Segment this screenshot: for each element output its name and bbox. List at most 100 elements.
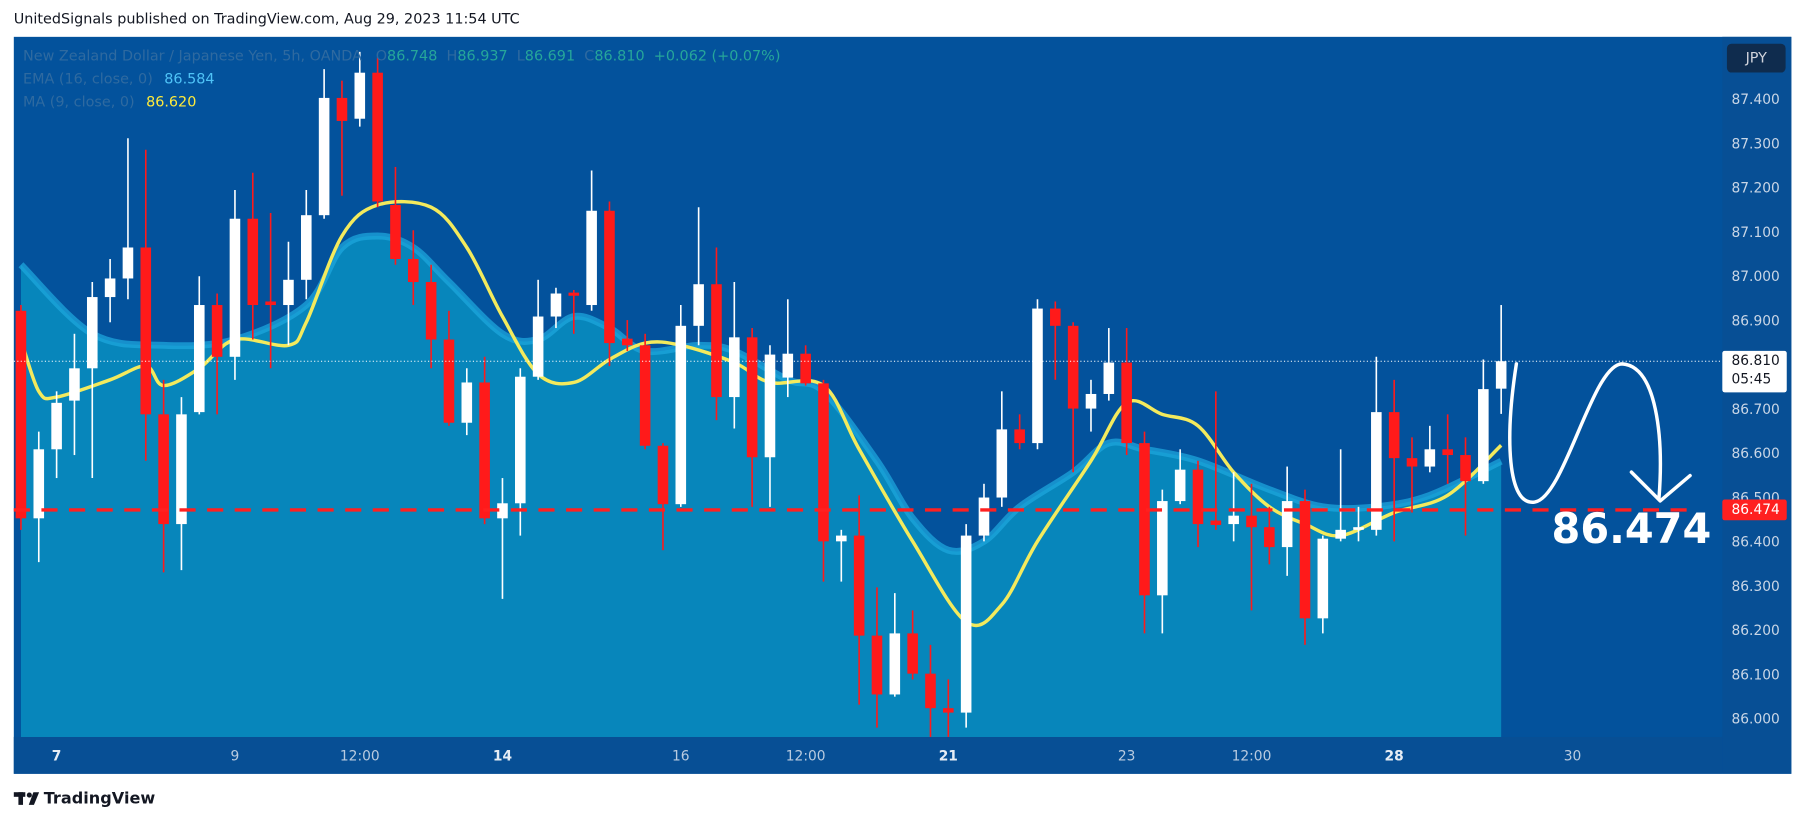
y-tick-label: 86.300: [1732, 579, 1780, 595]
price-box-label: 86.474: [1732, 502, 1780, 518]
candle-body: [318, 97, 330, 216]
candle-body: [943, 708, 954, 713]
candle-body: [657, 445, 669, 505]
x-tick-label: 12:00: [786, 749, 826, 765]
symbol-title: New Zealand Dollar / Japanese Yen, 5h, O…: [23, 48, 362, 64]
candle-body: [354, 72, 366, 119]
candle-body: [300, 215, 312, 280]
candle-body: [604, 210, 615, 344]
x-tick-label: 7: [52, 749, 62, 765]
ma-legend-value: 86.620: [146, 94, 196, 110]
candle-body: [140, 247, 152, 415]
drawn-arrow: [1508, 362, 1663, 504]
ema-legend-name: EMA (16, close, 0): [23, 71, 153, 87]
candle-body: [211, 305, 223, 357]
ohlc-label: O: [376, 48, 387, 64]
x-tick-label: 21: [939, 749, 958, 765]
logo-part: [26, 792, 32, 798]
candle-body: [443, 339, 455, 423]
candle-body: [925, 673, 936, 709]
candle-body: [51, 402, 62, 450]
candle-body: [1388, 412, 1400, 459]
candle-body: [1495, 361, 1507, 389]
ohlc-value: 86.810: [594, 48, 644, 64]
candle-body: [746, 337, 758, 458]
candle-body: [1424, 449, 1436, 467]
x-tick-label: 9: [231, 749, 240, 765]
candle-body: [1406, 458, 1418, 467]
candle-body: [1139, 443, 1150, 596]
candle-body: [853, 535, 865, 636]
candle-body: [122, 247, 134, 279]
candle-body: [639, 345, 651, 446]
y-tick-label: 86.200: [1732, 623, 1780, 639]
candle-body: [764, 354, 776, 458]
candle-body: [1335, 529, 1346, 539]
candle-body: [1103, 362, 1115, 394]
candle-body: [532, 316, 544, 377]
time-axis-background: [13, 736, 1723, 774]
ohlc-value: 86.748: [387, 48, 437, 64]
change-value: +0.062 (+0.07%): [654, 48, 781, 64]
candle-body: [497, 503, 508, 519]
price-line-layer: [13, 360, 1723, 512]
candle-body: [1264, 527, 1275, 548]
candle-body: [1442, 449, 1453, 456]
x-tick-label: 16: [672, 749, 690, 765]
y-tick-label: 86.700: [1732, 402, 1780, 418]
candle-body: [229, 218, 241, 357]
candle-body: [104, 278, 116, 298]
candle-body: [265, 301, 276, 306]
currency-button[interactable]: [1726, 43, 1786, 73]
candle-body: [1174, 469, 1186, 502]
currency-label: JPY: [1745, 51, 1768, 67]
candle-body: [907, 633, 918, 674]
ma-legend: MA (9, close, 0) 86.620: [23, 94, 196, 110]
logo-part: [18, 792, 24, 805]
y-tick-label: 87.300: [1732, 136, 1780, 152]
candle-body: [782, 353, 794, 378]
candle-body: [1371, 412, 1382, 530]
candle-body: [86, 297, 98, 369]
axis-layer: 86.00086.10086.20086.30086.40086.50086.6…: [52, 92, 1787, 765]
ohlc-value: 86.937: [457, 48, 507, 64]
y-tick-label: 86.900: [1732, 313, 1780, 329]
brand-name: TradingView: [44, 789, 156, 808]
candle-body: [247, 218, 259, 306]
brand-logo: [13, 792, 40, 805]
logo-part: [28, 792, 40, 805]
candle-body: [15, 310, 27, 519]
legend-header: New Zealand Dollar / Japanese Yen, 5h, O…: [23, 48, 780, 64]
price-axis-background: [1722, 36, 1792, 774]
candle-body: [1032, 308, 1043, 444]
y-tick-label: 87.200: [1732, 181, 1780, 197]
candle-body: [158, 414, 169, 525]
candle-body: [33, 449, 45, 519]
candle-body: [1192, 469, 1204, 525]
ohlc-label: C: [584, 48, 594, 64]
publisher-line: UnitedSignals published on TradingView.c…: [14, 12, 520, 28]
ohlc-label: H: [447, 48, 458, 64]
y-tick-label: 86.400: [1732, 535, 1780, 551]
candle-body: [461, 382, 473, 423]
candle-body: [1228, 515, 1239, 525]
ema-legend-value: 86.584: [164, 71, 214, 87]
candle-body: [711, 284, 722, 398]
candle-body: [1157, 501, 1168, 596]
y-tick-label: 86.000: [1732, 712, 1780, 728]
candle-layer: [15, 51, 1507, 737]
candle-body: [1281, 501, 1293, 548]
candle-body: [1050, 308, 1061, 326]
candle-body: [1121, 362, 1132, 444]
price-box-label: 86.810: [1732, 353, 1780, 369]
y-tick-label: 87.100: [1732, 225, 1780, 241]
y-tick-label: 87.400: [1732, 92, 1780, 108]
x-tick-label: 30: [1564, 749, 1582, 765]
candle-body: [800, 353, 811, 384]
candle-body: [568, 292, 580, 296]
candle-body: [1478, 389, 1489, 482]
candle-body: [622, 338, 633, 346]
candle-body: [425, 282, 437, 340]
target-annotation: 86.474: [1552, 505, 1712, 553]
